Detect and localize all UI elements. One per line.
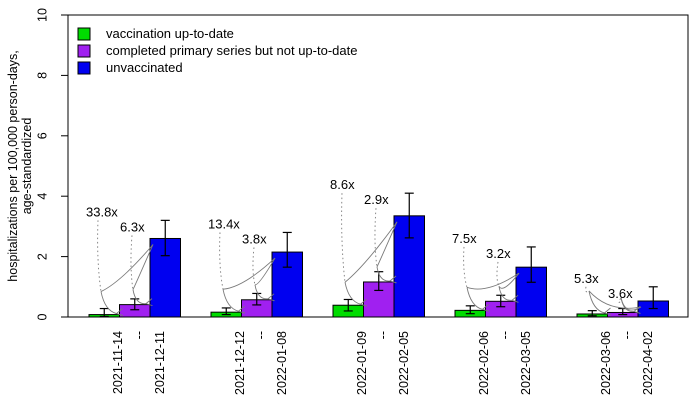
ratio-label-uptodate-g4: 7.5x: [452, 231, 477, 246]
leader-toblue-primary-g1: [132, 244, 154, 290]
leader-toblue-uptodate-g5: [588, 290, 642, 309]
x-label-start-date-g4: 2022-02-06: [477, 331, 491, 395]
leader-arrow-uptodate-g1: [100, 291, 117, 315]
x-label-end-date-g4: 2022-03-05: [519, 331, 533, 395]
x-label-start-date-g1: 2021-11-14: [111, 331, 125, 394]
arrowhead-primary-g5: [633, 306, 641, 314]
x-label-separator-g1: --: [132, 331, 146, 339]
leader-arrow-uptodate-g4: [466, 287, 483, 310]
leader-arrow-primary-g4: [498, 286, 513, 301]
leader-dotted-primary-g3: [374, 208, 378, 268]
ratio-label-primary-g4: 3.2x: [486, 246, 511, 261]
y-axis-title-line1: hospitalizations per 100,000 person-days…: [6, 50, 20, 281]
ratio-label-uptodate-g5: 5.3x: [574, 271, 599, 286]
arrowhead-uptodate-g3: [359, 298, 368, 307]
leader-arrow-uptodate-g2: [222, 289, 239, 312]
ratio-label-uptodate-g1: 33.8x: [86, 204, 118, 219]
ratio-label-primary-g5: 3.6x: [608, 286, 633, 301]
legend-label-1: vaccination up-to-date: [106, 26, 234, 41]
leader-toblue-primary-g2: [254, 257, 276, 286]
ratio-label-uptodate-g3: 8.6x: [330, 177, 355, 192]
ratio-label-primary-g2: 3.8x: [242, 231, 267, 246]
ratio-label-primary-g3: 2.9x: [364, 192, 389, 207]
x-label-start-date-g3: 2022-01-09: [355, 331, 369, 395]
y-tick-label: 8: [35, 72, 49, 79]
leader-arrow-primary-g3: [376, 266, 391, 282]
leader-arrow-uptodate-g3: [344, 282, 361, 305]
leader-dotted-primary-g4: [496, 261, 500, 287]
y-tick-label: 6: [35, 132, 49, 139]
leader-dotted-uptodate-g4: [463, 246, 468, 288]
leader-dotted-uptodate-g3: [341, 193, 346, 283]
leader-toblue-primary-g4: [498, 272, 520, 289]
x-label-end-date-g3: 2022-02-05: [397, 331, 411, 395]
legend-label-3: unvaccinated: [106, 60, 183, 75]
leader-dotted-uptodate-g2: [219, 232, 224, 290]
legend-label-2: completed primary series but not up-to-d…: [106, 43, 357, 58]
arrowhead-uptodate-g2: [237, 305, 246, 314]
x-label-separator-g5: --: [620, 331, 634, 339]
leader-toblue-uptodate-g1: [100, 244, 154, 292]
y-tick-label: 2: [35, 253, 49, 260]
arrowhead-primary-g1: [145, 298, 153, 307]
ratio-label-primary-g1: 6.3x: [120, 219, 145, 234]
y-tick-label: 10: [35, 8, 49, 22]
arrowhead-uptodate-g1: [115, 308, 124, 317]
leader-arrow-primary-g2: [254, 284, 269, 300]
y-tick-label: 4: [35, 193, 49, 200]
legend-swatch-3: [77, 61, 91, 75]
x-label-start-date-g2: 2021-12-12: [233, 331, 247, 395]
ratio-label-uptodate-g2: 13.4x: [208, 216, 240, 231]
legend-swatch-2: [77, 44, 91, 58]
y-axis-title-line2: age-standardized: [20, 118, 34, 215]
leader-toblue-uptodate-g2: [222, 257, 276, 290]
x-label-end-date-g1: 2021-12-11: [153, 331, 167, 394]
leader-arrow-uptodate-g5: [588, 290, 605, 314]
arrowhead-uptodate-g4: [481, 304, 490, 312]
leader-arrow-primary-g1: [132, 289, 147, 305]
leader-dotted-primary-g2: [252, 247, 256, 285]
arrowhead-primary-g3: [389, 275, 397, 284]
x-label-separator-g4: --: [498, 331, 512, 339]
arrowhead-primary-g2: [267, 293, 275, 302]
leader-dotted-uptodate-g1: [97, 220, 102, 292]
leader-dotted-uptodate-g5: [585, 286, 590, 293]
arrowhead-primary-g4: [511, 294, 519, 303]
x-label-end-date-g2: 2022-01-08: [275, 331, 289, 395]
leader-dotted-primary-g1: [130, 235, 134, 290]
leader-toblue-primary-g3: [376, 221, 398, 268]
x-label-separator-g2: --: [254, 331, 268, 339]
legend-swatch-1: [77, 27, 91, 41]
leader-toblue-uptodate-g4: [466, 272, 520, 290]
x-label-start-date-g5: 2022-03-06: [599, 331, 613, 395]
x-label-end-date-g5: 2022-04-02: [641, 331, 655, 395]
x-label-separator-g3: --: [376, 331, 390, 339]
arrowhead-uptodate-g5: [603, 307, 612, 316]
leader-dotted-primary-g5: [618, 297, 622, 304]
y-tick-label: 0: [35, 313, 49, 320]
leader-toblue-uptodate-g3: [344, 221, 398, 283]
